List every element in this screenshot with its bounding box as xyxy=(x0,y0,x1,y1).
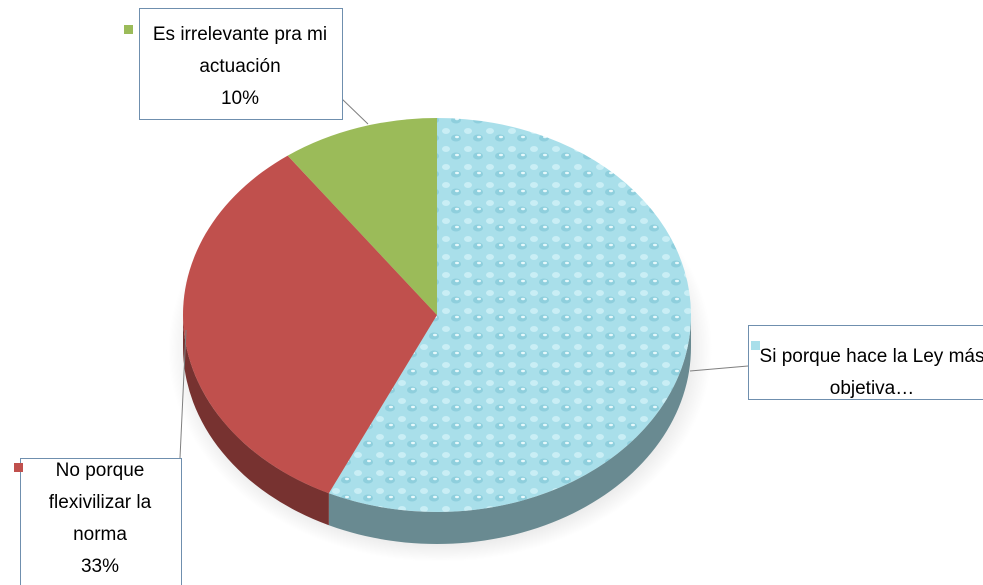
category-label: Es irrelevante pra mi actuación xyxy=(152,24,328,77)
legend-swatch xyxy=(14,463,23,472)
legend-swatch xyxy=(751,341,760,350)
slice xyxy=(328,118,692,512)
data-label: Si porque hace la Ley más objetiva… xyxy=(752,341,983,405)
legend-swatch xyxy=(124,25,133,34)
value-label: 10% xyxy=(220,88,260,109)
data-label: Es irrelevante pra mi actuación 10% xyxy=(142,19,338,115)
label-box xyxy=(20,458,182,585)
data-label: No porque flexivilizar la norma 33% xyxy=(22,455,178,583)
leader-line xyxy=(179,329,187,459)
leader-line xyxy=(689,365,749,372)
label-box xyxy=(748,325,983,400)
pie xyxy=(183,118,692,544)
slice xyxy=(287,118,437,315)
leader-line xyxy=(340,97,369,125)
label-box xyxy=(139,8,343,120)
category-label: No porque flexivilizar la norma xyxy=(48,460,152,545)
slice-side xyxy=(183,315,329,526)
value-label: 33% xyxy=(80,556,120,577)
slice-side xyxy=(328,315,691,544)
slice xyxy=(183,155,437,494)
category-label: Si porque hace la Ley más objetiva… xyxy=(759,346,983,399)
